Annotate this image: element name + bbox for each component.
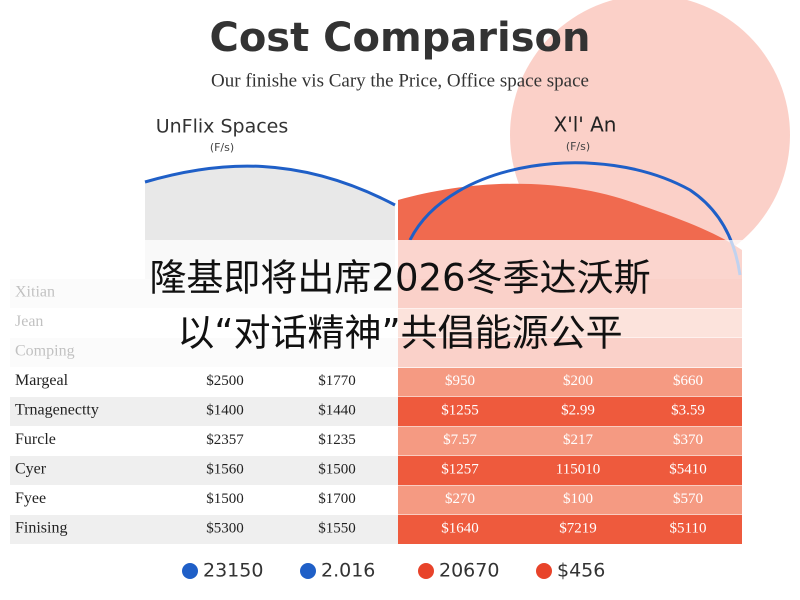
- row-bg-right: [398, 485, 742, 515]
- row-label: Fyee: [15, 490, 46, 507]
- row-label: Cyer: [15, 461, 47, 478]
- cell: $200: [563, 373, 593, 389]
- cell: $1255: [441, 402, 479, 418]
- cell: $1500: [318, 461, 356, 477]
- legend-label: $456: [557, 560, 605, 582]
- subtitle: Our finishe vis Cary the Price, Office s…: [211, 70, 589, 91]
- cell: $1770: [318, 373, 356, 389]
- cell: $5110: [670, 520, 707, 536]
- cell: $1400: [206, 402, 244, 418]
- legend-swatch: [418, 563, 434, 579]
- cell: $270: [445, 491, 475, 507]
- cell: $1500: [206, 491, 244, 507]
- row-bg: [10, 367, 398, 397]
- left-curve: [144, 164, 396, 207]
- legend: 23150 2.016 20670 $456: [182, 560, 605, 582]
- cell: $217: [563, 432, 594, 448]
- cell: $370: [673, 432, 703, 448]
- row-label: Trnagenectty: [15, 402, 99, 419]
- legend-swatch: [536, 563, 552, 579]
- cell: $1235: [318, 432, 356, 448]
- overlay-line: 以“对话精神”共倡能源公平: [177, 312, 622, 355]
- row-bg-right: [398, 426, 742, 456]
- overlay-band: [0, 240, 800, 368]
- row-bg: [10, 456, 398, 485]
- right-curve: [408, 161, 742, 276]
- row-label: Margeal: [15, 372, 69, 389]
- cell: $1640: [441, 520, 479, 536]
- cell: $570: [673, 491, 703, 507]
- row-bg-right: [398, 367, 742, 397]
- cell: $5410: [669, 461, 707, 477]
- legend-label: 2.016: [321, 560, 375, 582]
- cell: $5300: [206, 520, 244, 536]
- row-bg-right: [398, 397, 742, 426]
- legend-swatch: [182, 563, 198, 579]
- row-bg-right: [398, 515, 742, 544]
- right-label: X'l' An: [554, 113, 617, 137]
- left-label: UnFlix Spaces: [156, 116, 289, 138]
- cell: 115010: [556, 461, 600, 477]
- cell: $2.99: [561, 402, 595, 418]
- row-label: Finising: [15, 520, 67, 537]
- title: Cost Comparison: [209, 15, 590, 61]
- cell: $3.59: [671, 402, 705, 418]
- legend-label: 20670: [439, 560, 499, 582]
- cell: $1700: [318, 491, 356, 507]
- cell: $660: [673, 373, 703, 389]
- cell: $100: [563, 491, 593, 507]
- legend-label: 23150: [203, 560, 263, 582]
- row-bg: [10, 485, 398, 515]
- right-unit: (F/s): [566, 140, 590, 153]
- cell: $2500: [206, 373, 244, 389]
- cell: $1550: [318, 520, 356, 536]
- cell: $2357: [206, 432, 244, 448]
- legend-swatch: [300, 563, 316, 579]
- cell: $1560: [206, 461, 244, 477]
- left-unit: (F/s): [210, 141, 234, 154]
- row-bg-right: [398, 456, 742, 485]
- overlay-line: 隆基即将出席2026冬季达沃斯: [149, 257, 650, 300]
- row-label: Furcle: [15, 431, 56, 448]
- cell: $7219: [559, 520, 597, 536]
- cell: $950: [445, 373, 475, 389]
- row-bg: [10, 397, 398, 426]
- cell: $1257: [441, 461, 479, 477]
- cell: $1440: [318, 402, 356, 418]
- row-bg: [10, 515, 398, 544]
- row-bg: [10, 426, 398, 456]
- cell: $7.57: [443, 432, 477, 448]
